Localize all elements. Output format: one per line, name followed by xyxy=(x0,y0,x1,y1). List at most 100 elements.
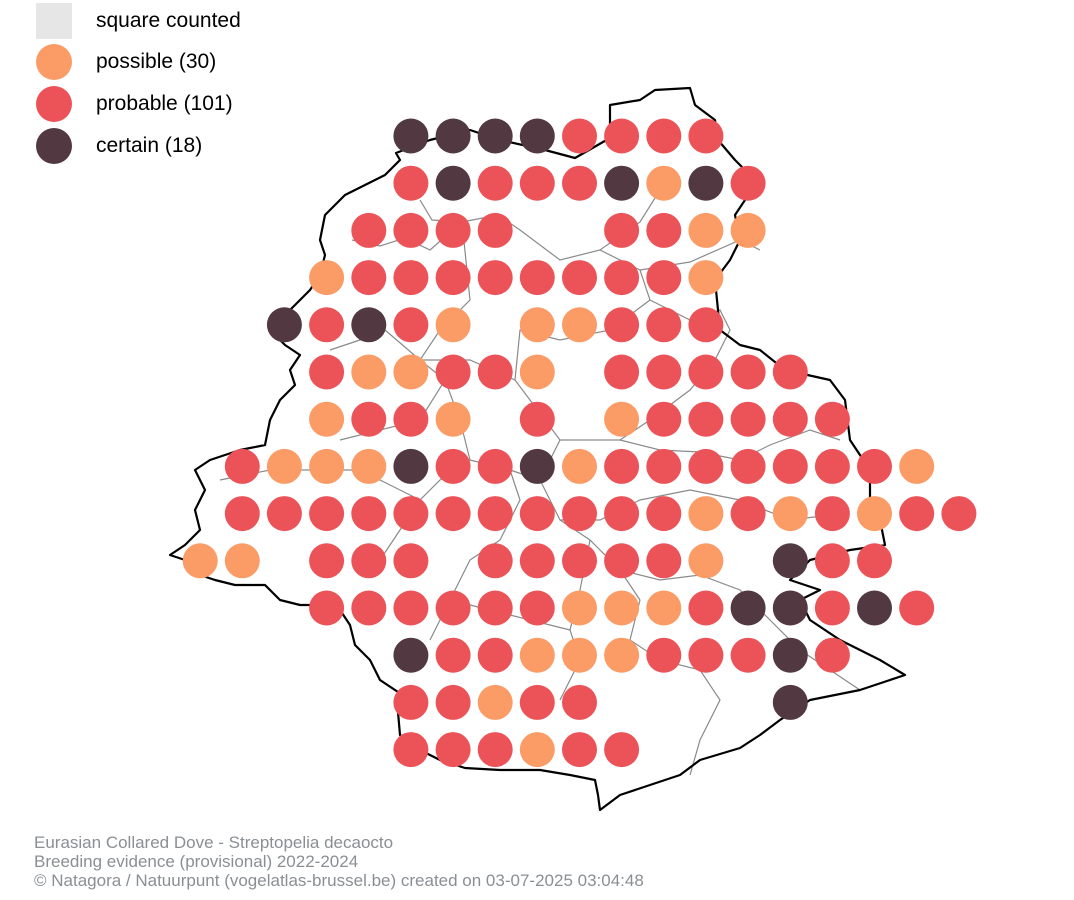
legend-item-probable: probable (101) xyxy=(36,83,233,125)
grid-square-certain xyxy=(477,118,513,154)
grid-square-probable xyxy=(477,590,513,626)
grid-square-probable xyxy=(351,543,387,579)
grid-square-probable xyxy=(562,684,597,720)
grid-square-probable xyxy=(646,448,682,484)
grid-square-probable xyxy=(604,354,640,390)
grid-square-probable xyxy=(393,307,429,343)
grid-square-probable xyxy=(519,401,555,437)
legend-item-certain: certain (18) xyxy=(36,125,202,167)
grid-square-probable xyxy=(477,212,513,248)
grid-square-probable xyxy=(899,590,935,626)
grid-square-possible xyxy=(351,354,387,390)
grid-square-certain xyxy=(772,590,808,626)
grid-square-possible xyxy=(393,354,429,390)
grid-square-certain xyxy=(688,165,724,201)
grid-square-possible xyxy=(604,637,640,673)
grid-square-certain xyxy=(266,307,302,343)
grid-square-probable xyxy=(730,448,766,484)
grid-square-possible xyxy=(309,401,345,437)
grid-square-probable xyxy=(562,496,597,532)
grid-square-probable xyxy=(351,590,387,626)
grid-square-probable xyxy=(435,212,471,248)
grid-square-probable xyxy=(646,307,682,343)
grid-square-certain xyxy=(857,590,892,626)
grid-square-probable xyxy=(393,732,429,768)
grid-square-probable xyxy=(435,732,471,768)
grid-square-probable xyxy=(688,637,724,673)
grid-square-probable xyxy=(224,448,260,484)
grid-square-probable xyxy=(435,354,471,390)
grid-square-possible xyxy=(351,448,387,484)
square-swatch-icon xyxy=(36,3,72,39)
grid-square-probable xyxy=(730,401,766,437)
grid-square-probable xyxy=(604,212,640,248)
circle-swatch-icon xyxy=(36,44,72,80)
grid-square-probable xyxy=(224,496,260,532)
grid-square-probable xyxy=(772,354,808,390)
legend-item-counted: square counted xyxy=(36,0,241,42)
grid-square-probable xyxy=(266,496,302,532)
grid-square-certain xyxy=(435,118,471,154)
grid-square-probable xyxy=(351,260,387,296)
grid-square-probable xyxy=(477,165,513,201)
grid-square-probable xyxy=(435,448,471,484)
grid-square-probable xyxy=(309,307,345,343)
grid-square-possible xyxy=(899,448,935,484)
grid-square-probable xyxy=(646,212,682,248)
grid-square-certain xyxy=(772,684,808,720)
grid-square-probable xyxy=(688,118,724,154)
grid-square-probable xyxy=(393,165,429,201)
grid-square-probable xyxy=(688,590,724,626)
grid-square-probable xyxy=(519,590,555,626)
grid-square-probable xyxy=(814,543,850,579)
grid-square-probable xyxy=(688,448,724,484)
grid-square-probable xyxy=(477,354,513,390)
grid-square-certain xyxy=(393,637,429,673)
grid-square-certain xyxy=(604,165,640,201)
grid-square-probable xyxy=(477,260,513,296)
grid-square-probable xyxy=(393,684,429,720)
grid-square-probable xyxy=(646,637,682,673)
grid-square-certain xyxy=(393,448,429,484)
grid-square-certain xyxy=(519,448,555,484)
grid-square-probable xyxy=(393,590,429,626)
grid-square-probable xyxy=(646,354,682,390)
caption-subtitle: Breeding evidence (provisional) 2022-202… xyxy=(34,852,359,871)
grid-square-possible xyxy=(309,260,345,296)
grid-square-probable xyxy=(604,496,640,532)
grid-square-probable xyxy=(646,496,682,532)
municipality-boundary xyxy=(629,599,721,776)
legend-label: square counted xyxy=(96,9,241,32)
grid-square-certain xyxy=(730,590,766,626)
grid-square-probable xyxy=(309,590,345,626)
grid-square-possible xyxy=(688,496,724,532)
grid-square-probable xyxy=(435,684,471,720)
grid-square-possible xyxy=(646,590,682,626)
circle-swatch-icon xyxy=(36,86,72,122)
grid-square-possible xyxy=(477,684,513,720)
grid-square-possible xyxy=(519,732,555,768)
grid-square-probable xyxy=(730,165,766,201)
grid-square-probable xyxy=(604,732,640,768)
grid-square-probable xyxy=(519,165,555,201)
grid-square-probable xyxy=(351,496,387,532)
legend-label: probable (101) xyxy=(96,92,233,115)
grid-square-probable xyxy=(646,118,682,154)
grid-square-possible xyxy=(435,401,471,437)
legend-label: certain (18) xyxy=(96,134,203,157)
grid-square-possible xyxy=(266,448,302,484)
grid-square-probable xyxy=(814,496,850,532)
grid-square-probable xyxy=(519,496,555,532)
municipality-boundary xyxy=(329,329,516,381)
grid-square-probable xyxy=(604,307,640,343)
grid-square-probable xyxy=(351,212,387,248)
grid-square-possible xyxy=(646,165,682,201)
grid-square-probable xyxy=(604,543,640,579)
grid-square-probable xyxy=(393,401,429,437)
grid-square-possible xyxy=(688,543,724,579)
grid-square-probable xyxy=(309,354,345,390)
grid-square-probable xyxy=(435,637,471,673)
grid-square-probable xyxy=(730,496,766,532)
grid-square-probable xyxy=(393,496,429,532)
